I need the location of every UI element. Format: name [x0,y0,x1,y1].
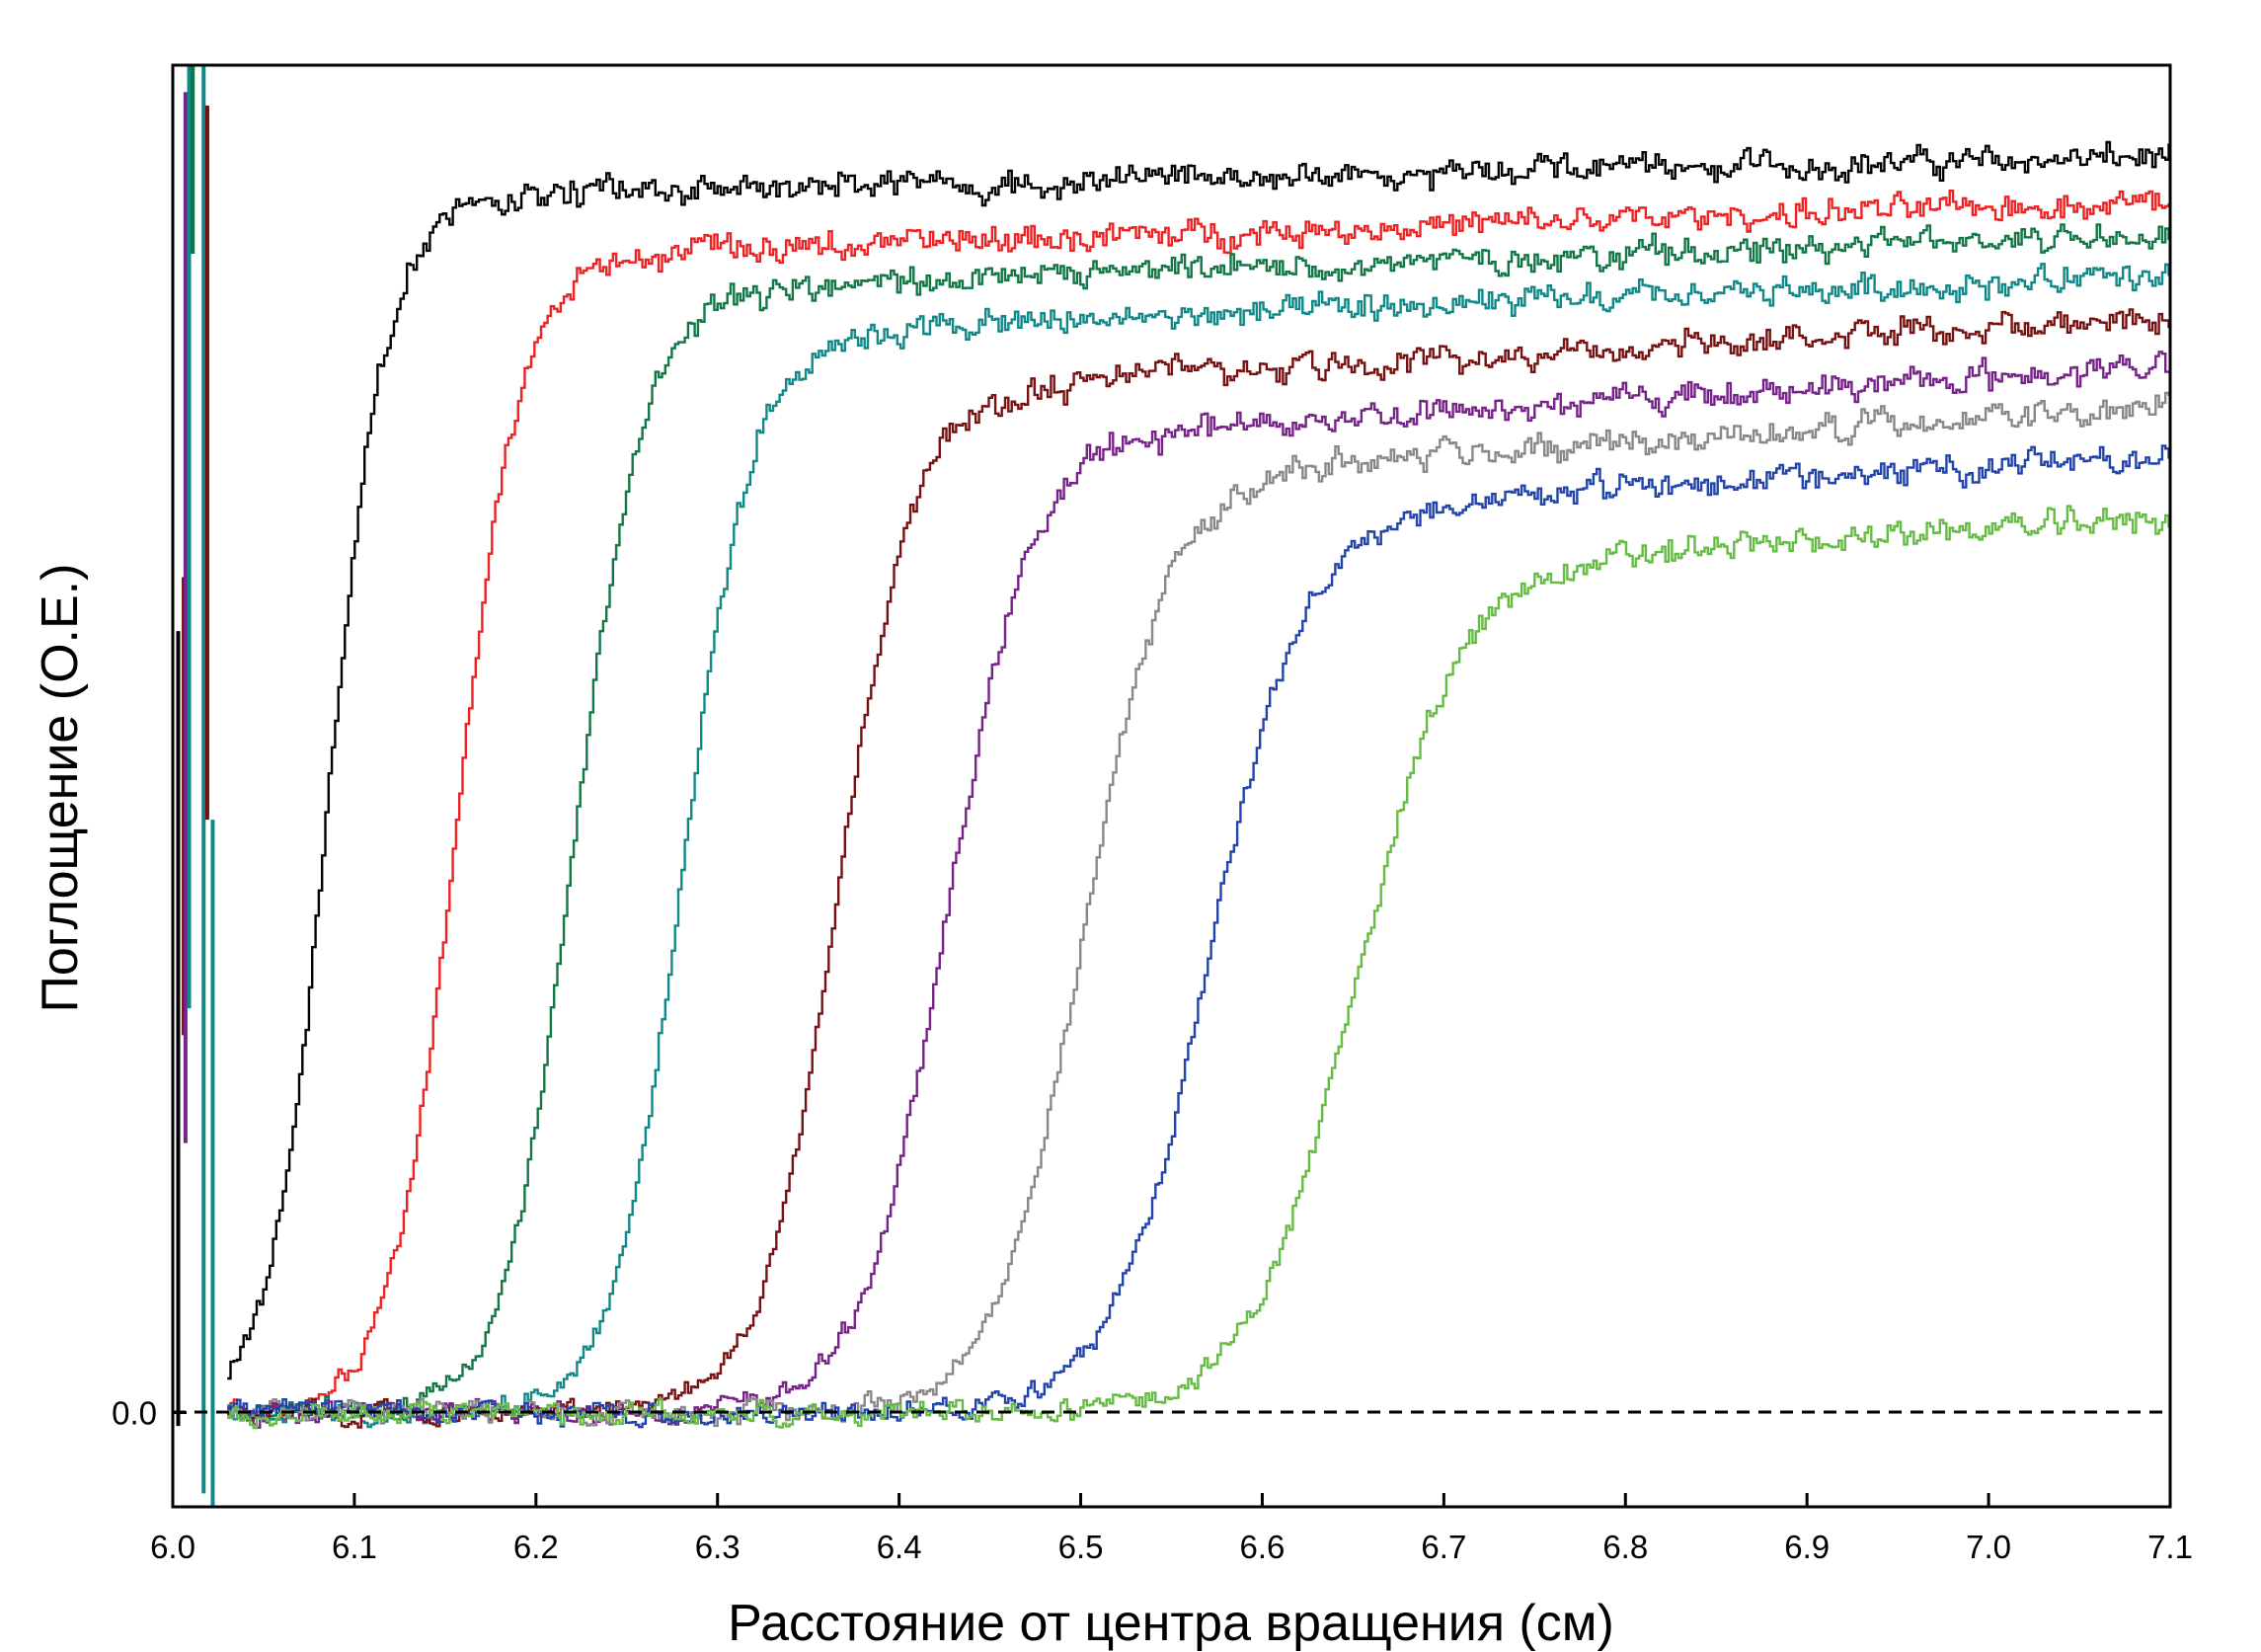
y-axis-ticks: 0.0 [112,1394,187,1431]
series-line-9 [227,505,2170,1430]
x-tick-label: 6.6 [1240,1529,1286,1565]
series-line-1 [227,140,2170,1380]
x-tick-label: 6.1 [332,1529,377,1565]
x-axis-ticks: 6.0 6.1 6.2 6.3 6.4 6.5 6.6 6.7 6.8 6.9 7.0 7.1 [150,1493,2193,1565]
x-tick-label: 7.1 [2147,1529,2193,1565]
series-line-3 [227,223,2170,1424]
x-tick-label: 6.5 [1058,1529,1104,1565]
y-tick-label: 0.0 [112,1394,157,1431]
series-line-6 [227,351,2170,1429]
x-tick-label: 7.0 [1966,1529,2011,1565]
plot-frame [171,63,2172,1509]
series-line-4 [227,263,2170,1429]
series-layer [176,65,2170,1507]
x-axis-title: Расстояние от центра вращения (см) [728,1595,1614,1652]
x-tick-label: 6.2 [513,1529,559,1565]
x-tick-label: 6.0 [150,1529,195,1565]
x-tick-label: 6.3 [695,1529,741,1565]
series-line-8 [227,444,2170,1429]
series-line-5 [227,308,2170,1429]
x-tick-label: 6.4 [877,1529,922,1565]
x-tick-label: 6.7 [1421,1529,1466,1565]
series-line-2 [227,190,2170,1421]
y-axis-title: Поглощение (О.Е.) [32,564,89,1013]
x-tick-label: 6.8 [1602,1529,1648,1565]
x-tick-label: 6.9 [1784,1529,1830,1565]
